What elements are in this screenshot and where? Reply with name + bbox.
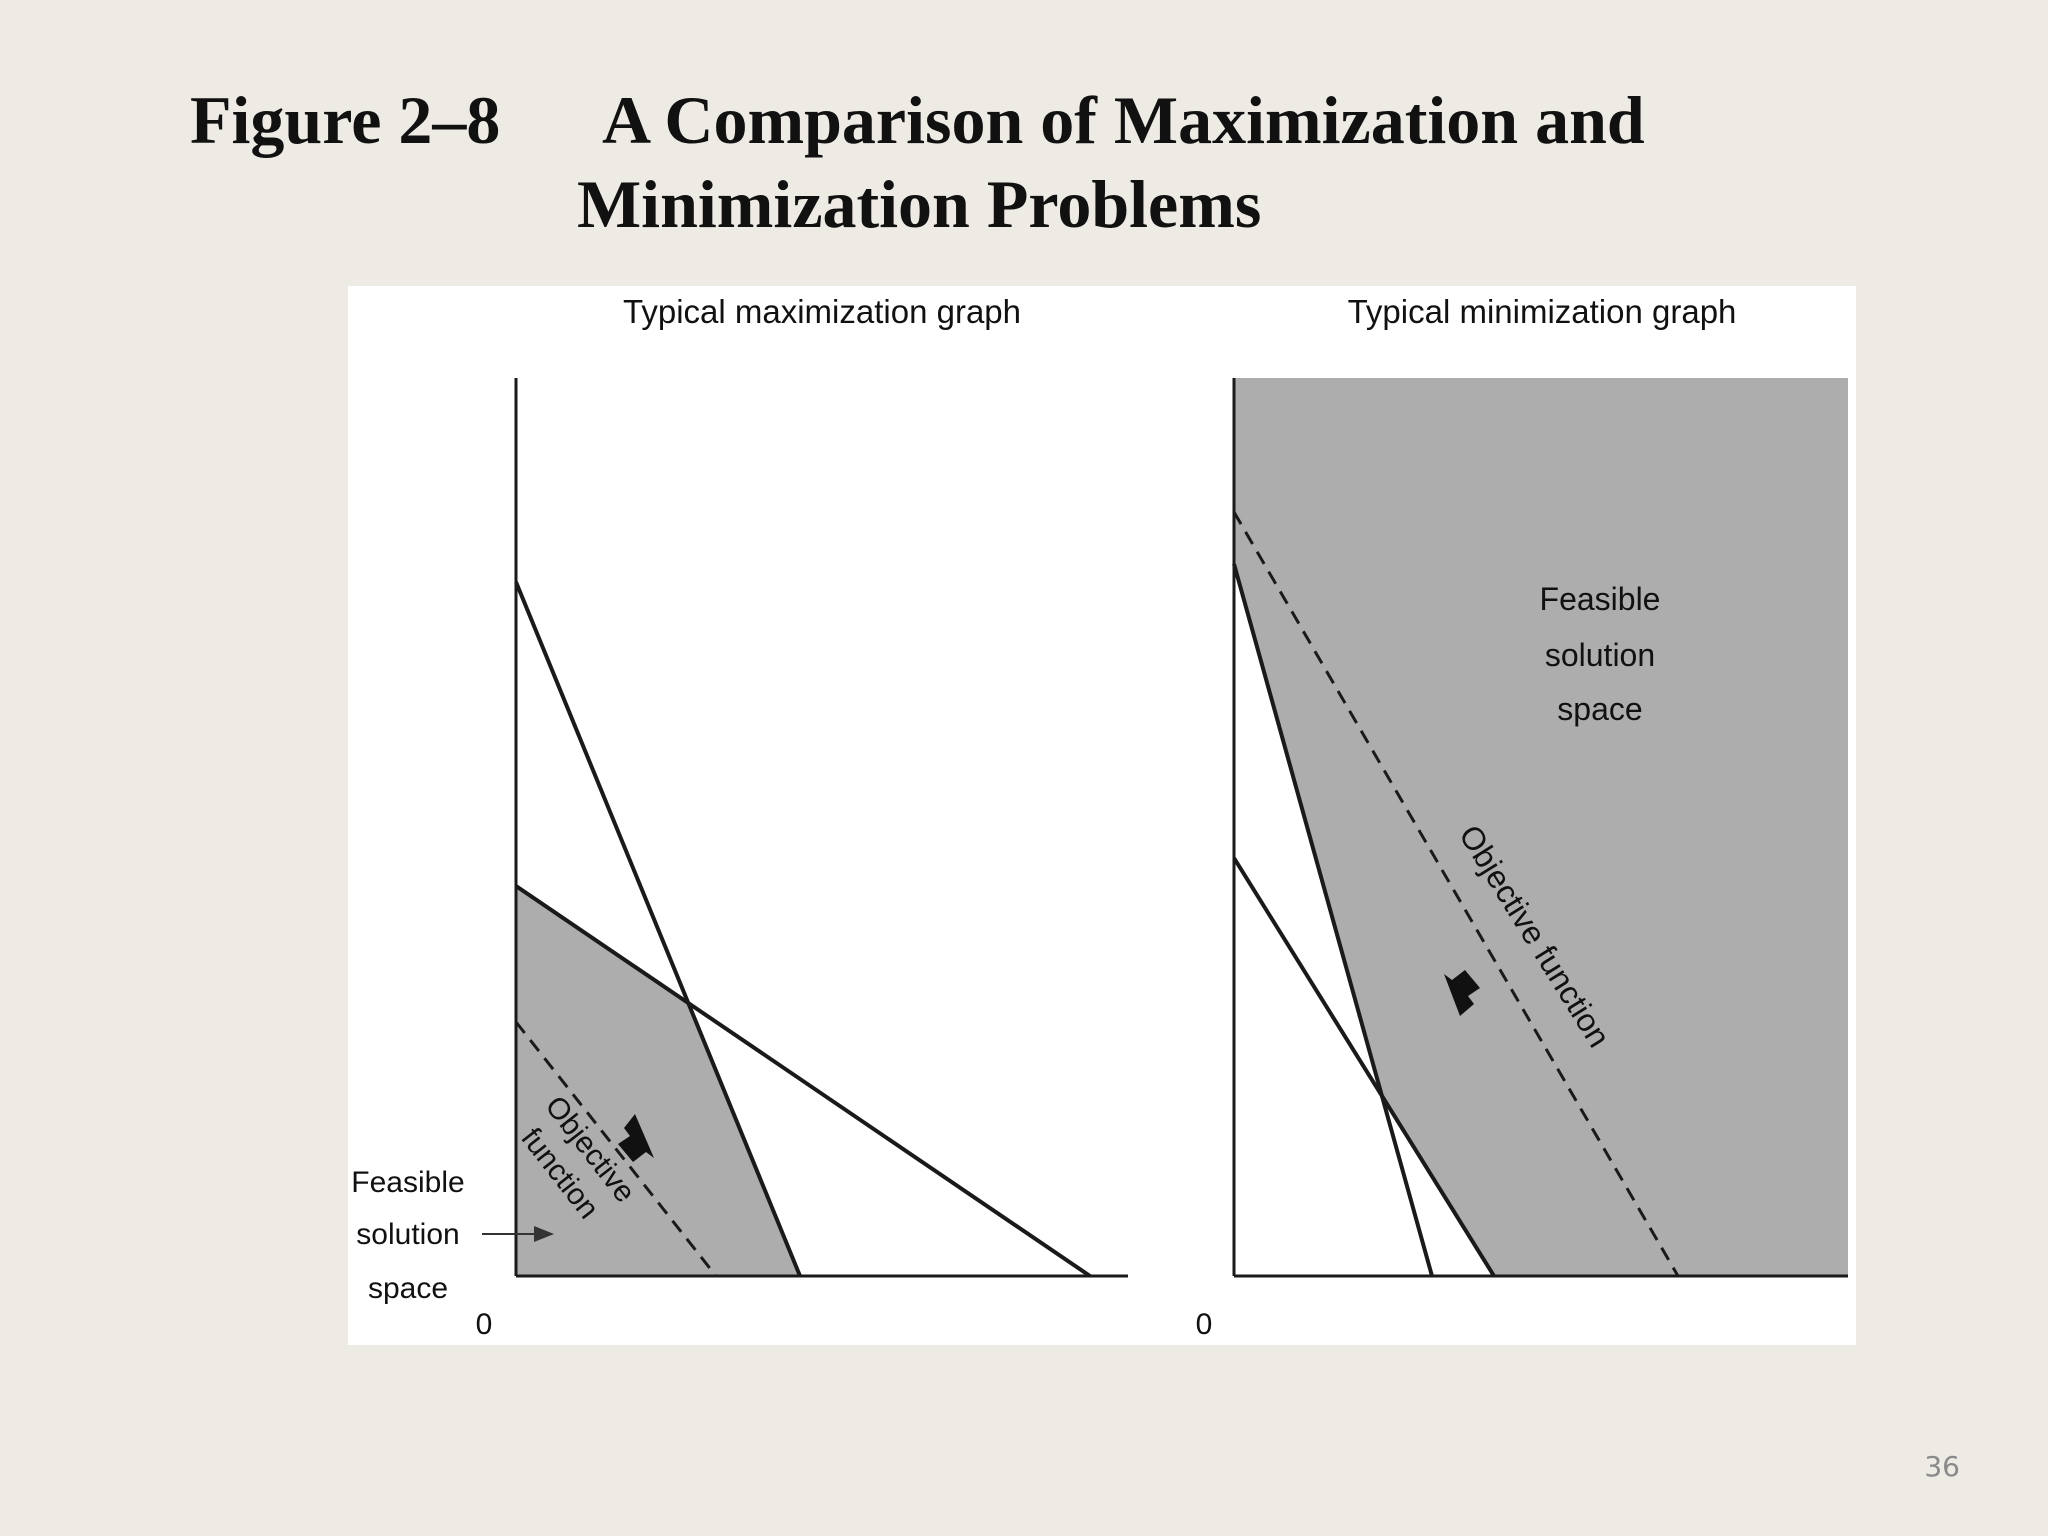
max-feasible-label-line3: space: [368, 1272, 448, 1305]
title-line-1: Figure 2–8 A Comparison of Maximization a…: [190, 78, 1790, 162]
max-arrow-icon: [618, 1114, 654, 1162]
max-objective-line: [514, 1021, 718, 1277]
min-feasible-label-line2: solution: [1545, 637, 1655, 673]
min-origin-label: 0: [1196, 1308, 1213, 1341]
max-constraint-line-2: [514, 884, 1092, 1278]
figure-number: Figure 2–8: [190, 82, 501, 158]
comparison-figure: Typical maximization graph Objective fun…: [348, 286, 1856, 1345]
min-arrow-icon: [1444, 970, 1480, 1016]
title-text-line-2: Minimization Problems: [577, 166, 1262, 242]
max-graph-title: Typical maximization graph: [623, 293, 1021, 330]
max-origin-label: 0: [476, 1308, 493, 1341]
min-feasible-label-line3: space: [1557, 691, 1642, 727]
min-graph-title: Typical minimization graph: [1348, 293, 1737, 330]
min-feasible-label-line1: Feasible: [1540, 581, 1661, 617]
page-number: 36: [1924, 1450, 1960, 1483]
slide-title: Figure 2–8 A Comparison of Maximization a…: [190, 78, 1790, 246]
min-constraint-line-2: [1232, 856, 1496, 1278]
figure-svg: Typical maximization graph Objective fun…: [351, 293, 1848, 1341]
min-constraint-line-1: [1232, 563, 1434, 1277]
max-feasible-label-line1: Feasible: [351, 1166, 464, 1199]
min-objective-line: [1232, 511, 1680, 1277]
max-constraint-line-1: [514, 581, 802, 1277]
max-graph: Typical maximization graph Objective fun…: [351, 293, 1128, 1341]
max-feasible-label-line2: solution: [356, 1218, 459, 1251]
min-feasible-region: [1234, 378, 1848, 1276]
title-text-line-1: A Comparison of Maximization and: [602, 82, 1645, 158]
max-feasible-region: [516, 886, 800, 1276]
min-graph: Typical minimization graph Objective fun…: [1196, 293, 1848, 1341]
